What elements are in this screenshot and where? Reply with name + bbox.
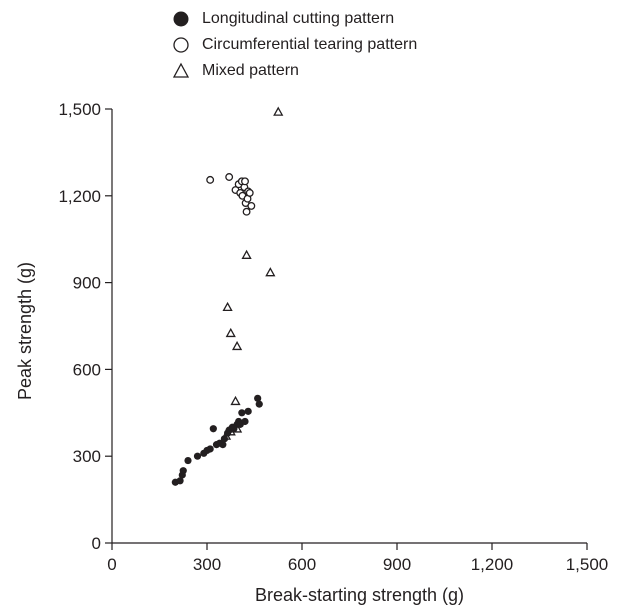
data-point-mixed: [220, 430, 232, 440]
data-point-mixed: [231, 423, 243, 433]
data-point-mixed: [225, 327, 236, 338]
y-tick-label: 600: [73, 360, 101, 379]
x-tick-label: 0: [107, 555, 116, 574]
data-point-longitudinal: [179, 467, 187, 475]
data-point-mixed: [265, 267, 276, 277]
data-point-circumferential: [242, 207, 251, 216]
data-point-longitudinal: [244, 407, 252, 415]
data-point-circumferential: [241, 177, 249, 186]
data-point-mixed: [231, 340, 243, 351]
data-point-circumferential: [206, 175, 215, 184]
data-point-mixed: [222, 301, 233, 312]
legend-label: Mixed pattern: [202, 62, 299, 79]
x-axis-ticks: 0 300 600 900 1,200 1,500: [107, 543, 608, 574]
data-point-longitudinal: [254, 394, 262, 402]
legend-item-circumferential: Circumferential tearing pattern: [172, 32, 417, 58]
data-point-longitudinal: [238, 409, 246, 417]
y-axis-ticks: 0 300 600 900 1,200 1,500: [58, 100, 112, 553]
x-tick-label: 1,500: [566, 555, 609, 574]
legend: Longitudinal cutting pattern Circumferen…: [172, 6, 417, 84]
y-tick-label: 1,500: [58, 100, 101, 119]
legend-label: Circumferential tearing pattern: [202, 36, 418, 53]
filled-circle-marker-icon: [173, 11, 189, 27]
x-tick-label: 600: [288, 555, 316, 574]
y-tick-label: 0: [92, 534, 101, 553]
data-point-longitudinal: [219, 441, 227, 449]
data-point-longitudinal: [209, 425, 217, 433]
x-axis-title: Break-starting strength (g): [255, 585, 464, 605]
data-point-mixed: [273, 106, 284, 116]
data-point-longitudinal: [206, 445, 214, 453]
y-axis-title: Peak strength (g): [15, 262, 35, 400]
y-tick-label: 900: [73, 274, 101, 293]
data-point-longitudinal: [255, 400, 263, 408]
data-point-longitudinal: [184, 456, 192, 465]
y-tick-label: 1,200: [58, 187, 101, 206]
x-tick-label: 900: [383, 555, 411, 574]
data-points: [171, 106, 284, 486]
legend-item-mixed: Mixed pattern: [172, 58, 417, 84]
x-tick-label: 1,200: [471, 555, 514, 574]
open-triangle-marker-icon: [172, 62, 190, 78]
data-point-circumferential: [245, 188, 254, 197]
data-point-mixed: [241, 249, 252, 259]
data-point-circumferential: [247, 201, 256, 210]
axes: [111, 109, 587, 544]
legend-item-longitudinal: Longitudinal cutting pattern: [172, 6, 417, 32]
data-point-longitudinal: [176, 477, 184, 485]
data-point-longitudinal: [193, 452, 202, 460]
data-point-longitudinal: [241, 417, 249, 426]
legend-label: Longitudinal cutting pattern: [202, 10, 395, 27]
open-circle-marker-icon: [173, 37, 189, 53]
data-point-mixed: [230, 395, 241, 406]
y-tick-label: 300: [73, 447, 101, 466]
data-point-circumferential: [225, 173, 234, 181]
x-tick-label: 300: [193, 555, 221, 574]
